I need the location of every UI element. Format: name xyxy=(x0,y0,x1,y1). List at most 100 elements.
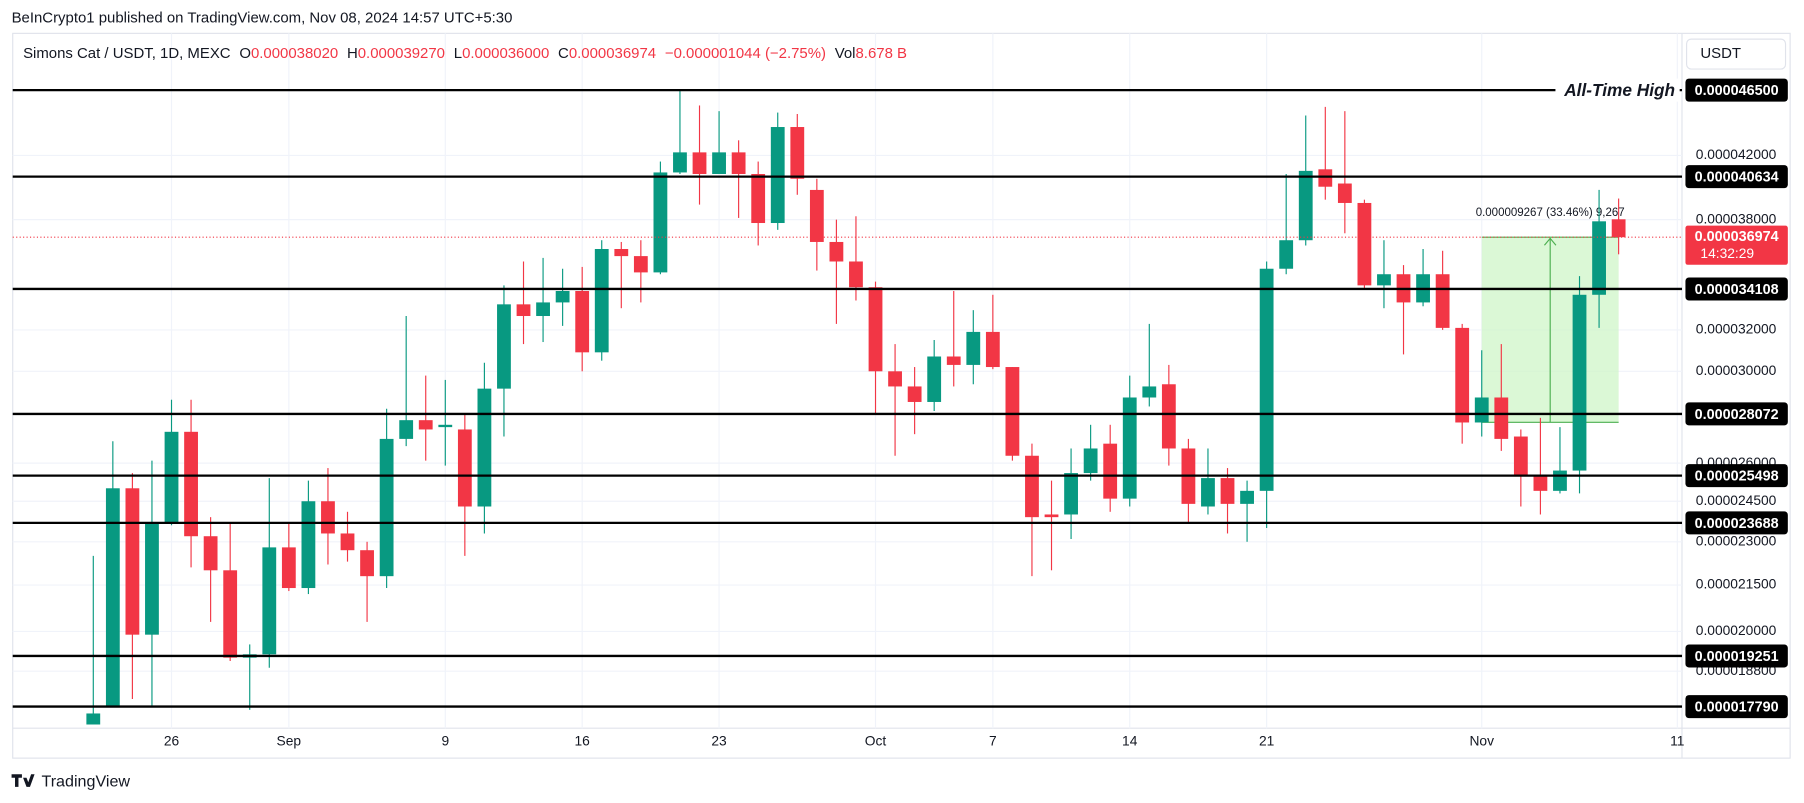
candle-body xyxy=(1161,384,1176,449)
level-label-box xyxy=(1685,165,1788,189)
candle-body xyxy=(360,550,374,577)
legend-value: 0.000036000 xyxy=(462,45,549,62)
level-note-bg xyxy=(1555,78,1680,102)
candle-body xyxy=(927,356,942,402)
level-label-box xyxy=(1685,644,1788,668)
candle-body xyxy=(888,371,902,387)
y-tick-label: 0.000021500 xyxy=(1696,577,1777,592)
candle-body xyxy=(536,302,550,317)
candle-body xyxy=(321,501,335,534)
currency-button[interactable] xyxy=(1686,38,1787,70)
brand-name: TradingView xyxy=(41,773,130,791)
x-tick-label: 7 xyxy=(989,734,997,749)
level-label-box xyxy=(1685,464,1788,488)
candle-body xyxy=(1494,397,1509,439)
legend-change: −0.000001044 (−2.75%) xyxy=(665,45,826,62)
published-note: BeInCrypto1 published on TradingView.com… xyxy=(12,9,513,26)
y-tick-label: 0.000032000 xyxy=(1696,322,1777,337)
candle-body xyxy=(86,713,101,725)
candle-body xyxy=(1357,202,1372,286)
candle-body xyxy=(223,570,238,658)
candle-body xyxy=(966,331,981,365)
candle-body xyxy=(1572,294,1587,471)
candle-body xyxy=(1337,183,1352,203)
candle-body xyxy=(1435,274,1450,328)
candle-body xyxy=(712,152,726,175)
brand-logo xyxy=(11,774,35,787)
level-label: 0.000025498 xyxy=(1695,469,1779,485)
candle-body xyxy=(145,522,159,635)
level-label: 0.000046500 xyxy=(1695,83,1779,99)
candle-body xyxy=(438,424,453,428)
candle-body xyxy=(673,152,687,173)
candle-body xyxy=(829,241,844,262)
candle-body xyxy=(418,420,433,430)
level-label: 0.000028072 xyxy=(1695,407,1779,423)
candle-body xyxy=(907,386,922,402)
candle-body xyxy=(985,331,1000,368)
candle-body xyxy=(1220,478,1235,504)
candle-body xyxy=(1279,240,1294,269)
y-tick-label: 0.000020000 xyxy=(1696,623,1777,638)
candle-body xyxy=(399,420,414,439)
currency-button-label[interactable]: USDT xyxy=(1700,45,1741,62)
legend-key: L xyxy=(454,45,462,62)
level-label: 0.000034108 xyxy=(1695,282,1779,298)
legend: Simons Cat / USDT, 1D, MEXC O0.000038020… xyxy=(23,45,907,62)
x-tick-label: 23 xyxy=(711,734,727,749)
candle-body xyxy=(633,256,648,273)
x-tick-label: 16 xyxy=(574,734,590,749)
candle-body xyxy=(594,248,609,353)
x-tick-label: 21 xyxy=(1259,734,1274,749)
candle-body xyxy=(653,172,668,273)
y-tick-label: 0.000038000 xyxy=(1696,211,1777,226)
legend-value: 0.000039270 xyxy=(358,45,445,62)
x-tick-label: Oct xyxy=(865,734,887,749)
y-tick-label: 0.000042000 xyxy=(1696,147,1777,162)
level-label-box xyxy=(1685,511,1788,535)
y-tick-label: 0.000023000 xyxy=(1696,533,1777,548)
candle-body xyxy=(790,127,805,179)
candle-body xyxy=(516,304,531,317)
candle-body xyxy=(1005,367,1020,456)
candle-body xyxy=(1201,478,1215,507)
legend-value: 0.000036974 xyxy=(569,45,656,62)
candle-body xyxy=(477,388,492,507)
candle-body xyxy=(1318,169,1333,187)
current-price-label: 0.000036974 xyxy=(1695,229,1779,245)
plot-area: 26 Sep 9 16 23 Oct 7 14 21 Nov 11 0.000042000 0.0000… xyxy=(12,33,1788,749)
candle-body xyxy=(849,261,863,288)
candle-body xyxy=(692,152,707,175)
candle-body xyxy=(946,356,961,365)
level-note: All-Time High xyxy=(1563,80,1675,100)
candle-body xyxy=(1377,274,1391,286)
candle-body xyxy=(1083,448,1098,474)
legend-symbol: Simons Cat / USDT, 1D, MEXC xyxy=(23,45,231,62)
legend-key: C xyxy=(558,45,569,62)
candle-body xyxy=(1103,443,1118,499)
level-label: 0.000019251 xyxy=(1695,649,1779,665)
level-label: 0.000023688 xyxy=(1695,516,1779,532)
candle-body xyxy=(1611,219,1626,238)
countdown: 14:32:29 xyxy=(1700,246,1754,261)
candle-body xyxy=(1044,514,1059,518)
candle-body xyxy=(281,547,296,589)
level-label-box xyxy=(1685,695,1788,719)
candle-body xyxy=(184,431,198,537)
candle-body xyxy=(105,488,120,707)
candle-body xyxy=(497,304,511,389)
y-tick-label: 0.000030000 xyxy=(1696,363,1777,378)
candle-body xyxy=(1474,397,1489,423)
candle-body xyxy=(125,488,140,635)
candle-body xyxy=(1064,473,1078,515)
candle-body xyxy=(751,174,766,224)
candle-body xyxy=(1259,268,1274,491)
x-tick-label: 9 xyxy=(441,734,449,749)
candle-body xyxy=(809,189,824,242)
measure-arrowhead xyxy=(1543,237,1557,246)
candle-body xyxy=(770,127,785,224)
candle-body xyxy=(614,248,629,257)
candle-body xyxy=(1142,386,1157,398)
